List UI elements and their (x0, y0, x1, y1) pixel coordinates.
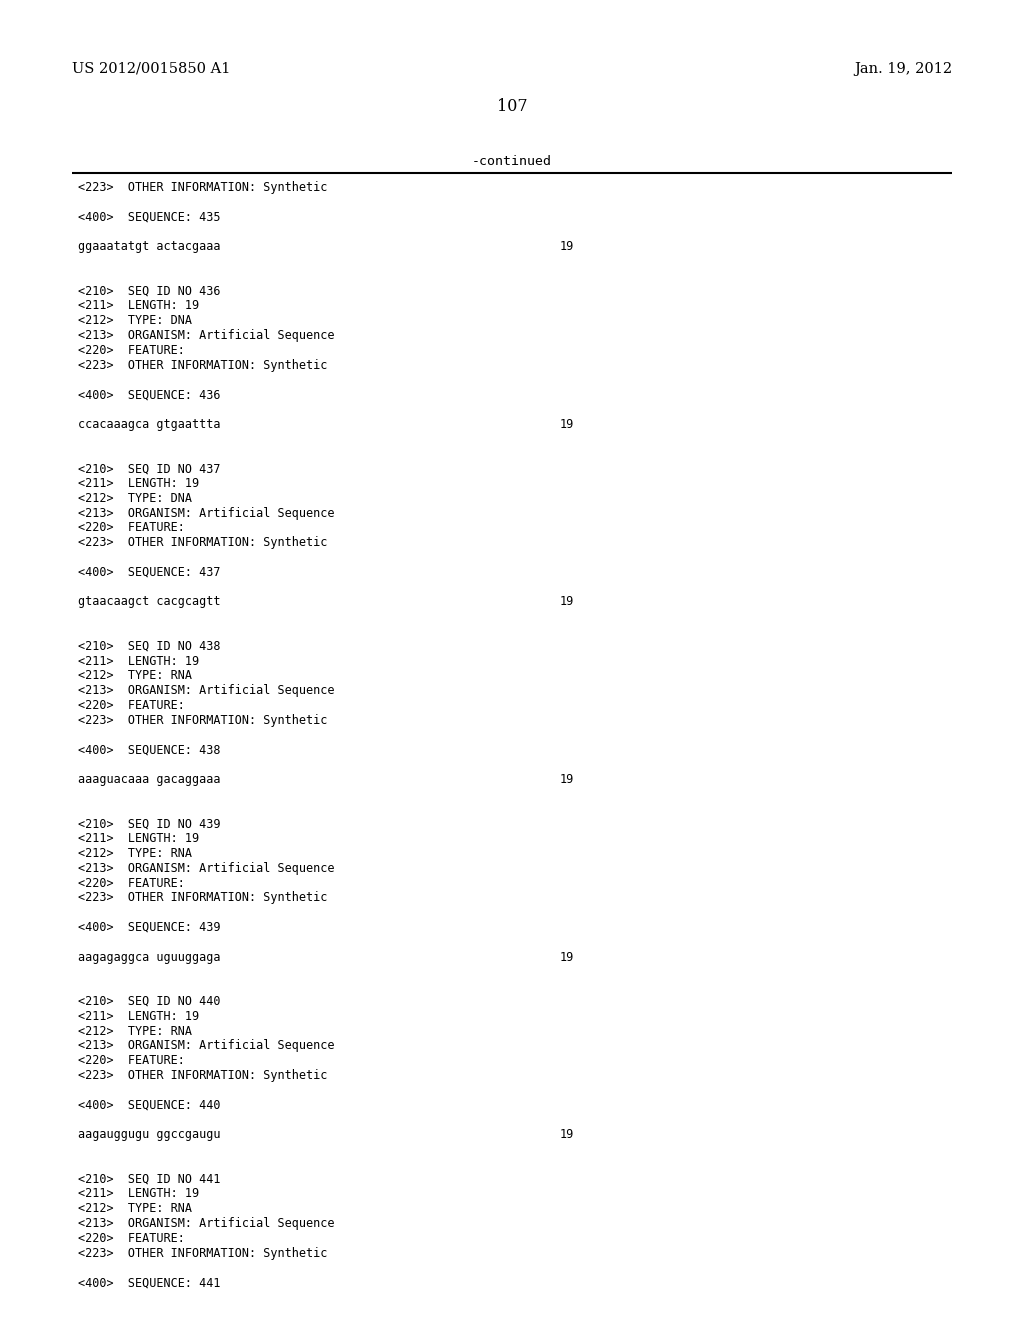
Text: <211>  LENGTH: 19: <211> LENGTH: 19 (78, 477, 199, 490)
Text: <212>  TYPE: RNA: <212> TYPE: RNA (78, 1203, 193, 1216)
Text: <210>  SEQ ID NO 439: <210> SEQ ID NO 439 (78, 817, 220, 830)
Text: <213>  ORGANISM: Artificial Sequence: <213> ORGANISM: Artificial Sequence (78, 329, 335, 342)
Text: <212>  TYPE: DNA: <212> TYPE: DNA (78, 492, 193, 504)
Text: <400>  SEQUENCE: 440: <400> SEQUENCE: 440 (78, 1098, 220, 1111)
Text: <220>  FEATURE:: <220> FEATURE: (78, 700, 185, 711)
Text: <213>  ORGANISM: Artificial Sequence: <213> ORGANISM: Artificial Sequence (78, 1039, 335, 1052)
Text: <220>  FEATURE:: <220> FEATURE: (78, 521, 185, 535)
Text: <400>  SEQUENCE: 435: <400> SEQUENCE: 435 (78, 211, 220, 223)
Text: 19: 19 (560, 950, 574, 964)
Text: <223>  OTHER INFORMATION: Synthetic: <223> OTHER INFORMATION: Synthetic (78, 714, 328, 727)
Text: <212>  TYPE: DNA: <212> TYPE: DNA (78, 314, 193, 327)
Text: <220>  FEATURE:: <220> FEATURE: (78, 1232, 185, 1245)
Text: aagauggugu ggccgaugu: aagauggugu ggccgaugu (78, 1129, 220, 1142)
Text: <400>  SEQUENCE: 437: <400> SEQUENCE: 437 (78, 566, 220, 578)
Text: 107: 107 (497, 98, 527, 115)
Text: <212>  TYPE: RNA: <212> TYPE: RNA (78, 1024, 193, 1038)
Text: aagagaggca uguuggaga: aagagaggca uguuggaga (78, 950, 220, 964)
Text: <213>  ORGANISM: Artificial Sequence: <213> ORGANISM: Artificial Sequence (78, 684, 335, 697)
Text: US 2012/0015850 A1: US 2012/0015850 A1 (72, 62, 230, 77)
Text: <211>  LENGTH: 19: <211> LENGTH: 19 (78, 1010, 199, 1023)
Text: Jan. 19, 2012: Jan. 19, 2012 (854, 62, 952, 77)
Text: <223>  OTHER INFORMATION: Synthetic: <223> OTHER INFORMATION: Synthetic (78, 359, 328, 372)
Text: <211>  LENGTH: 19: <211> LENGTH: 19 (78, 300, 199, 313)
Text: <212>  TYPE: RNA: <212> TYPE: RNA (78, 847, 193, 861)
Text: <211>  LENGTH: 19: <211> LENGTH: 19 (78, 832, 199, 845)
Text: <210>  SEQ ID NO 437: <210> SEQ ID NO 437 (78, 462, 220, 475)
Text: <223>  OTHER INFORMATION: Synthetic: <223> OTHER INFORMATION: Synthetic (78, 1246, 328, 1259)
Text: <223>  OTHER INFORMATION: Synthetic: <223> OTHER INFORMATION: Synthetic (78, 1069, 328, 1082)
Text: -continued: -continued (472, 154, 552, 168)
Text: <223>  OTHER INFORMATION: Synthetic: <223> OTHER INFORMATION: Synthetic (78, 891, 328, 904)
Text: <211>  LENGTH: 19: <211> LENGTH: 19 (78, 1188, 199, 1200)
Text: 19: 19 (560, 1129, 574, 1142)
Text: <211>  LENGTH: 19: <211> LENGTH: 19 (78, 655, 199, 668)
Text: 19: 19 (560, 240, 574, 253)
Text: <210>  SEQ ID NO 441: <210> SEQ ID NO 441 (78, 1172, 220, 1185)
Text: 19: 19 (560, 418, 574, 430)
Text: 19: 19 (560, 595, 574, 609)
Text: <400>  SEQUENCE: 439: <400> SEQUENCE: 439 (78, 921, 220, 935)
Text: <213>  ORGANISM: Artificial Sequence: <213> ORGANISM: Artificial Sequence (78, 507, 335, 520)
Text: <220>  FEATURE:: <220> FEATURE: (78, 343, 185, 356)
Text: <220>  FEATURE:: <220> FEATURE: (78, 876, 185, 890)
Text: <400>  SEQUENCE: 438: <400> SEQUENCE: 438 (78, 743, 220, 756)
Text: <210>  SEQ ID NO 440: <210> SEQ ID NO 440 (78, 995, 220, 1008)
Text: <400>  SEQUENCE: 436: <400> SEQUENCE: 436 (78, 388, 220, 401)
Text: <210>  SEQ ID NO 436: <210> SEQ ID NO 436 (78, 285, 220, 297)
Text: <223>  OTHER INFORMATION: Synthetic: <223> OTHER INFORMATION: Synthetic (78, 181, 328, 194)
Text: <213>  ORGANISM: Artificial Sequence: <213> ORGANISM: Artificial Sequence (78, 1217, 335, 1230)
Text: <212>  TYPE: RNA: <212> TYPE: RNA (78, 669, 193, 682)
Text: <210>  SEQ ID NO 438: <210> SEQ ID NO 438 (78, 640, 220, 653)
Text: <220>  FEATURE:: <220> FEATURE: (78, 1055, 185, 1067)
Text: gtaacaagct cacgcagtt: gtaacaagct cacgcagtt (78, 595, 220, 609)
Text: 19: 19 (560, 774, 574, 785)
Text: <400>  SEQUENCE: 441: <400> SEQUENCE: 441 (78, 1276, 220, 1290)
Text: ggaaatatgt actacgaaa: ggaaatatgt actacgaaa (78, 240, 220, 253)
Text: aaaguacaaa gacaggaaa: aaaguacaaa gacaggaaa (78, 774, 220, 785)
Text: ccacaaagca gtgaattta: ccacaaagca gtgaattta (78, 418, 220, 430)
Text: <213>  ORGANISM: Artificial Sequence: <213> ORGANISM: Artificial Sequence (78, 862, 335, 875)
Text: <223>  OTHER INFORMATION: Synthetic: <223> OTHER INFORMATION: Synthetic (78, 536, 328, 549)
